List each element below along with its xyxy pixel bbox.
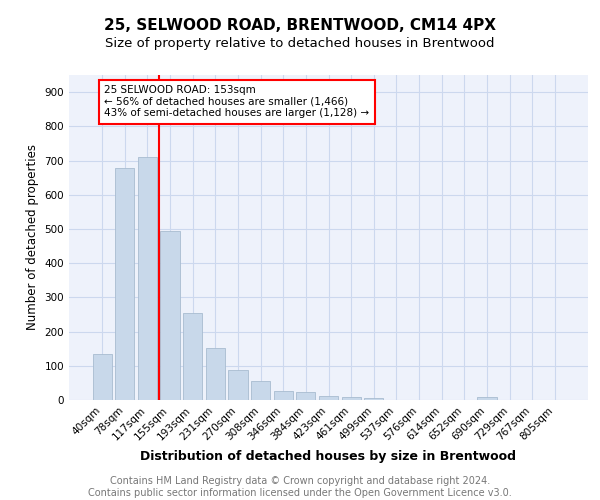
Text: 25, SELWOOD ROAD, BRENTWOOD, CM14 4PX: 25, SELWOOD ROAD, BRENTWOOD, CM14 4PX [104, 18, 496, 32]
Text: 25 SELWOOD ROAD: 153sqm
← 56% of detached houses are smaller (1,466)
43% of semi: 25 SELWOOD ROAD: 153sqm ← 56% of detache… [104, 86, 370, 118]
Bar [477, 398, 497, 400]
Bar [206, 348, 225, 400]
Bar [92, 354, 112, 400]
Bar [341, 398, 361, 400]
Bar [296, 392, 316, 400]
Bar [115, 168, 134, 400]
Bar [364, 398, 383, 400]
X-axis label: Distribution of detached houses by size in Brentwood: Distribution of detached houses by size … [140, 450, 517, 463]
Bar [229, 370, 248, 400]
Bar [183, 313, 202, 400]
Bar [160, 232, 180, 400]
Text: Size of property relative to detached houses in Brentwood: Size of property relative to detached ho… [105, 38, 495, 51]
Bar [138, 157, 157, 400]
Bar [251, 381, 270, 400]
Bar [319, 396, 338, 400]
Bar [274, 391, 293, 400]
Y-axis label: Number of detached properties: Number of detached properties [26, 144, 39, 330]
Text: Contains HM Land Registry data © Crown copyright and database right 2024.
Contai: Contains HM Land Registry data © Crown c… [88, 476, 512, 498]
